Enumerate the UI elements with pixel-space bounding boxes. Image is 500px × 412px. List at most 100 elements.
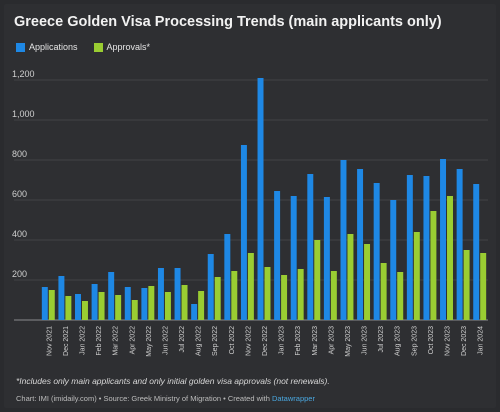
bar-applications [174, 268, 181, 320]
legend-label-applications: Applications [29, 42, 78, 52]
bar-approvals [181, 285, 188, 320]
x-tick-label: Mar 2023 [312, 326, 319, 356]
chart-card: Greece Golden Visa Processing Trends (ma… [4, 4, 496, 408]
footnote: *Includes only main applicants and only … [16, 376, 330, 386]
bar-applications [340, 160, 347, 320]
bar-applications [240, 145, 247, 320]
bar-applications [406, 175, 413, 320]
bar-applications [307, 174, 314, 320]
bar-approvals [380, 263, 387, 320]
bar-applications [373, 183, 380, 320]
bar-approvals [297, 269, 304, 320]
x-tick-label: Dec 2023 [461, 326, 468, 356]
bar-approvals [131, 300, 138, 320]
bar-approvals [81, 301, 88, 320]
x-tick-label: Sep 2023 [411, 326, 418, 356]
bar-approvals [281, 275, 288, 320]
bar-approvals [264, 267, 271, 320]
x-tick-label: Nov 2021 [46, 326, 53, 356]
bar-applications [357, 169, 364, 320]
bar-applications [75, 294, 81, 320]
bar-applications [473, 184, 480, 320]
bar-applications [207, 254, 214, 320]
bar-approvals [480, 253, 487, 320]
x-tick-label: Sep 2022 [212, 326, 219, 356]
bar-applications [390, 200, 397, 320]
bar-approvals [347, 234, 354, 320]
y-tick-label: 200 [12, 269, 27, 279]
bar-applications [257, 78, 264, 320]
bar-approvals [463, 250, 470, 320]
y-tick-label: 1,000 [12, 109, 35, 119]
bar-applications [141, 288, 148, 320]
x-tick-label: Apr 2022 [129, 326, 136, 355]
credits: Chart: IMI (imidaily.com) • Source: Gree… [16, 394, 315, 403]
bar-applications [191, 304, 198, 320]
legend: Applications Approvals* [16, 42, 150, 52]
bar-approvals [247, 253, 254, 320]
chart-title: Greece Golden Visa Processing Trends (ma… [14, 14, 442, 30]
y-tick-label: 600 [12, 189, 27, 199]
bar-approvals [164, 292, 171, 320]
bar-approvals [48, 290, 55, 320]
x-tick-label: Aug 2022 [196, 326, 203, 356]
x-tick-label: Feb 2022 [96, 326, 103, 356]
bar-approvals [198, 291, 205, 320]
legend-swatch-applications [16, 42, 25, 52]
bar-applications [423, 176, 430, 320]
x-tick-label: Mar 2022 [113, 326, 120, 356]
x-tick-label: Apr 2023 [328, 326, 335, 355]
y-tick-label: 1,200 [12, 69, 35, 79]
y-tick-label: 800 [12, 149, 27, 159]
x-tick-label: Nov 2023 [445, 326, 452, 356]
x-tick-label: Jul 2022 [179, 326, 186, 353]
x-tick-label: Oct 2022 [229, 326, 236, 355]
x-tick-label: Aug 2023 [395, 326, 402, 356]
bar-applications [108, 272, 115, 320]
y-tick-label: 400 [12, 229, 27, 239]
bar-applications [323, 197, 330, 320]
bar-approvals [330, 271, 337, 320]
x-tick-label: May 2023 [345, 326, 352, 357]
bar-approvals [314, 240, 321, 320]
x-tick-label: Jan 2024 [478, 326, 485, 355]
bar-applications [58, 276, 65, 320]
bar-applications [456, 169, 463, 320]
x-tick-label: Jun 2023 [362, 326, 369, 355]
x-tick-label: May 2022 [146, 326, 153, 357]
x-tick-label: Dec 2021 [63, 326, 70, 356]
bar-approvals [148, 286, 155, 320]
bar-approvals [364, 244, 371, 320]
bar-applications [157, 268, 164, 320]
x-tick-label: Jul 2023 [378, 326, 385, 353]
bar-approvals [413, 232, 420, 320]
legend-label-approvals: Approvals* [106, 42, 151, 52]
x-tick-label: Nov 2022 [245, 326, 252, 356]
x-tick-label: Oct 2023 [428, 326, 435, 355]
bar-approvals [397, 272, 404, 320]
bar-applications [290, 196, 297, 320]
legend-swatch-approvals [93, 42, 103, 52]
bar-applications [440, 159, 447, 320]
bar-approvals [115, 295, 122, 320]
legend-item-applications: Applications [16, 42, 78, 52]
bar-approvals [214, 277, 221, 320]
bar-approvals [98, 292, 105, 320]
bar-applications [41, 287, 48, 320]
x-tick-label: Feb 2023 [295, 326, 302, 356]
x-tick-label: Jan 2023 [279, 326, 286, 355]
datawrapper-link[interactable]: Datawrapper [272, 394, 315, 403]
bar-approvals [447, 196, 453, 320]
x-tick-label: Jan 2022 [79, 326, 86, 355]
x-tick-label: Dec 2022 [262, 326, 269, 356]
credits-text: Chart: IMI (imidaily.com) • Source: Gree… [16, 394, 273, 403]
bar-approvals [65, 296, 72, 320]
bar-applications [91, 284, 98, 320]
bar-applications [124, 287, 131, 320]
x-tick-label: Jun 2022 [162, 326, 169, 355]
bar-applications [274, 191, 281, 320]
bar-applications [224, 234, 231, 320]
bar-approvals [231, 271, 238, 320]
bar-approvals [430, 211, 437, 320]
